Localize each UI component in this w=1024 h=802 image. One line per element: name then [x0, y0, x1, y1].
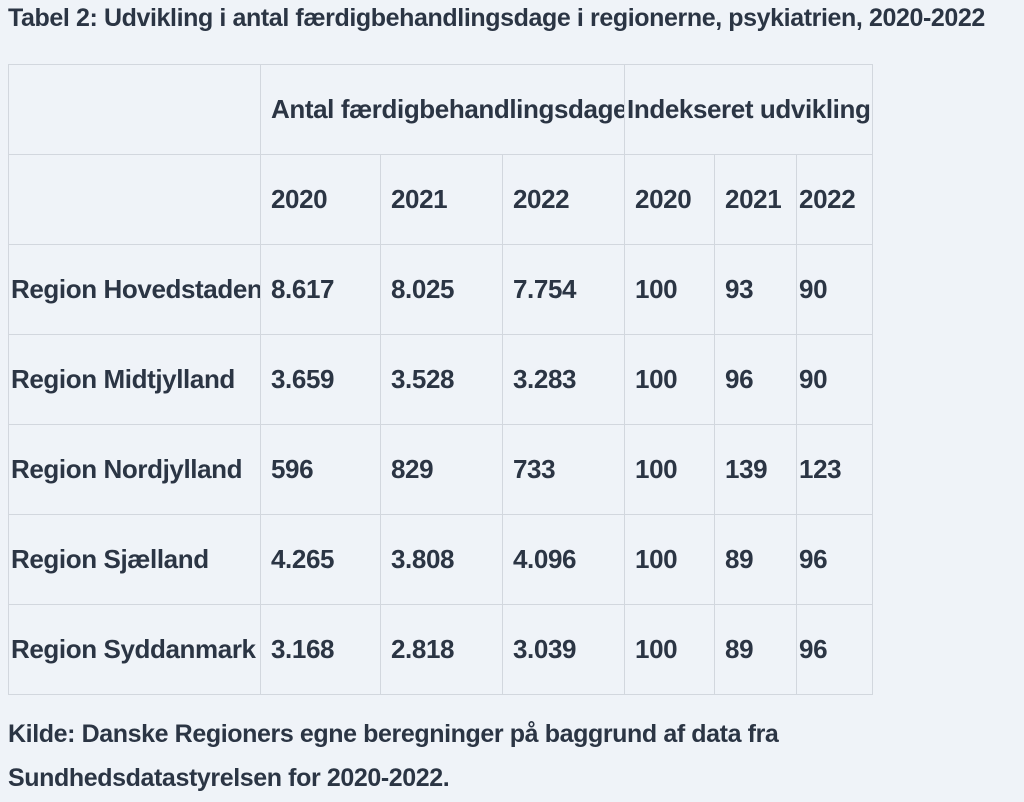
row-label: Region Sjælland [8, 514, 261, 605]
table-caption: Tabel 2: Udvikling i antal færdigbehandl… [8, 4, 985, 32]
row-label: Region Midtjylland [8, 334, 261, 425]
table-cell: 96 [796, 604, 874, 695]
table-cell: 96 [714, 334, 798, 425]
table-cell: 90 [796, 244, 874, 335]
table-cell: 96 [796, 514, 874, 605]
table-cell: 100 [624, 424, 716, 515]
table-cell: 8.617 [260, 244, 381, 335]
table-cell: 100 [624, 244, 716, 335]
table-cell: 4.096 [501, 514, 626, 605]
year-header: 2021 [380, 154, 503, 245]
table-cell: 123 [796, 424, 874, 515]
table-cell: 3.283 [501, 334, 626, 425]
table-cell: 2.818 [380, 604, 503, 695]
table-cell: 3.659 [260, 334, 381, 425]
table-cell: 3.808 [380, 514, 503, 605]
group-header-indeks: Indekseret udvikling [624, 64, 874, 155]
table-cell: 89 [714, 604, 798, 695]
empty-label-cell [8, 154, 261, 245]
table-cell: 7.754 [501, 244, 626, 335]
table-cell: 100 [624, 604, 716, 695]
year-header-row: 2020 2021 2022 2020 2021 2022 [8, 154, 874, 245]
table-cell: 733 [501, 424, 626, 515]
year-header: 2020 [260, 154, 381, 245]
table-cell: 8.025 [380, 244, 503, 335]
table-row: Region Sjælland 4.265 3.808 4.096 100 89… [8, 514, 874, 605]
year-header: 2020 [624, 154, 716, 245]
table-row: Region Nordjylland 596 829 733 100 139 1… [8, 424, 874, 515]
table-cell: 3.168 [260, 604, 381, 695]
year-header: 2022 [501, 154, 626, 245]
year-header: 2022 [796, 154, 874, 245]
regions-table: Antal færdigbehandlingsdage Indekseret u… [8, 64, 874, 695]
table-cell: 90 [796, 334, 874, 425]
empty-corner-cell [8, 64, 261, 155]
year-header: 2021 [714, 154, 798, 245]
table-cell: 4.265 [260, 514, 381, 605]
row-label: Region Syddanmark [8, 604, 261, 695]
table-cell: 829 [380, 424, 503, 515]
table-cell: 100 [624, 334, 716, 425]
table-cell: 93 [714, 244, 798, 335]
table-row: Region Syddanmark 3.168 2.818 3.039 100 … [8, 604, 874, 695]
table-cell: 139 [714, 424, 798, 515]
row-label: Region Hovedstaden [8, 244, 261, 335]
group-header-antal: Antal færdigbehandlingsdage [259, 64, 626, 155]
table-cell: 3.528 [380, 334, 503, 425]
table-cell: 3.039 [501, 604, 626, 695]
row-label: Region Nordjylland [8, 424, 261, 515]
table-row: Region Hovedstaden 8.617 8.025 7.754 100… [8, 244, 874, 335]
table-row: Region Midtjylland 3.659 3.528 3.283 100… [8, 334, 874, 425]
table-cell: 596 [260, 424, 381, 515]
group-header-row: Antal færdigbehandlingsdage Indekseret u… [8, 64, 874, 155]
source-note: Kilde: Danske Regioners egne beregninger… [8, 720, 779, 792]
table-cell: 100 [624, 514, 716, 605]
table-cell: 89 [714, 514, 798, 605]
